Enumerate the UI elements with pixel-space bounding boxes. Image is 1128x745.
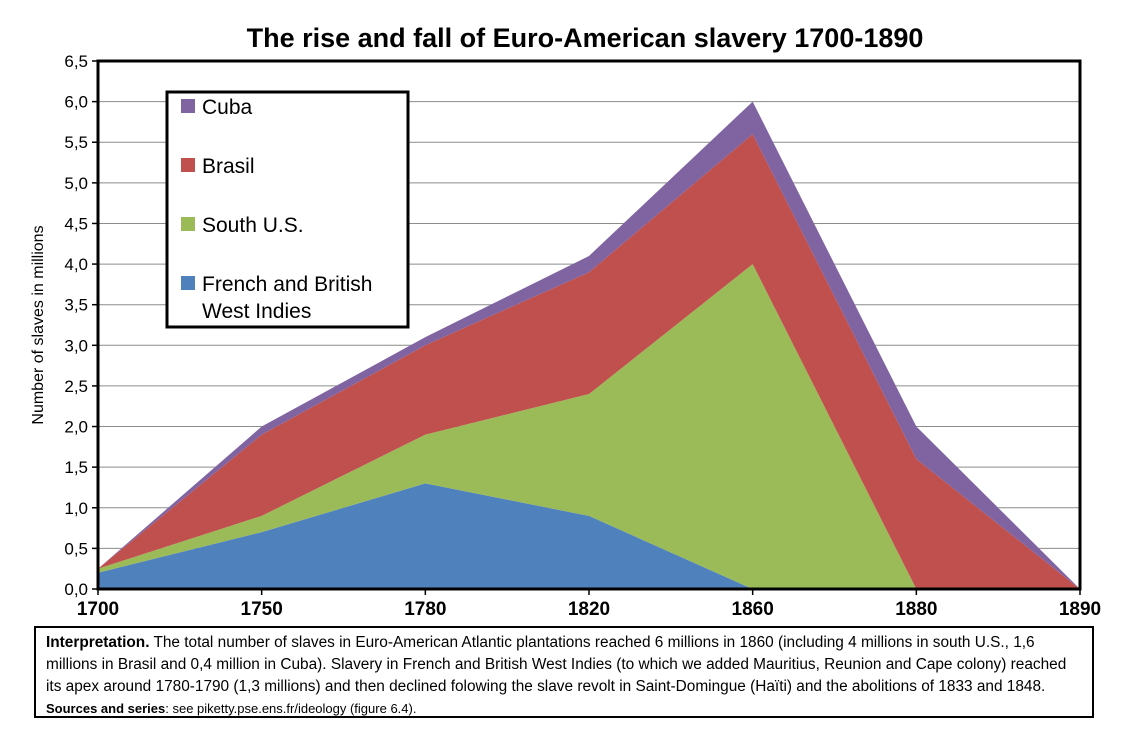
y-tick-label: 5,5 — [64, 133, 88, 152]
x-axis-ticks: 1700 1750 1780 1820 1860 1880 1890 — [77, 589, 1101, 620]
y-tick-label: 6,0 — [64, 93, 88, 112]
legend-swatch-south-u-s — [181, 217, 195, 231]
y-axis-ticks: 0,0 0,5 1,0 1,5 2,0 2,5 3,0 3,5 4,0 4,5 5,0 5,5 6,0 6… — [64, 52, 98, 599]
chart: The rise and fall of Euro-American slave… — [30, 23, 1101, 620]
y-tick-label: 4,5 — [64, 214, 88, 233]
x-tick-label: 1780 — [404, 599, 446, 620]
x-tick-label: 1820 — [568, 599, 610, 620]
area-french-and-british-west-indies — [98, 483, 1080, 589]
y-tick-label: 5,0 — [64, 174, 88, 193]
y-tick-label: 1,5 — [64, 458, 88, 477]
y-tick-label: 2,5 — [64, 377, 88, 396]
y-tick-label: 3,0 — [64, 336, 88, 355]
y-tick-label: 2,0 — [64, 418, 88, 437]
x-tick-label: 1700 — [77, 599, 119, 620]
x-tick-label: 1890 — [1059, 599, 1101, 620]
area-series — [98, 101, 1080, 589]
y-tick-label: 1,0 — [64, 499, 88, 518]
note-label: Interpretation. — [46, 634, 150, 651]
source-text: : see piketty.pse.ens.fr/ideology (figur… — [165, 701, 417, 716]
legend-swatch-french-and-british-west-indies — [181, 276, 195, 290]
legend-swatch-brasil — [181, 158, 195, 172]
legend-label-brasil: Brasil — [202, 155, 255, 178]
area-brasil — [98, 134, 1080, 589]
x-tick-label: 1860 — [732, 599, 774, 620]
y-tick-label: 6,5 — [64, 52, 88, 71]
legend-label-south-u-s: South U.S. — [202, 214, 304, 237]
y-tick-label: 3,5 — [64, 296, 88, 315]
legend-label-cuba: Cuba — [202, 96, 253, 119]
area-south-u-s — [98, 264, 1080, 589]
chart-title: The rise and fall of Euro-American slave… — [247, 23, 924, 53]
legend-box — [165, 90, 410, 329]
y-axis-label: Number of slaves in millions — [30, 225, 47, 424]
y-tick-label: 0,0 — [64, 580, 88, 599]
note-text: The total number of slaves in Euro-Ameri… — [46, 634, 1067, 695]
x-tick-label: 1750 — [241, 599, 283, 620]
source-label: Sources and series — [46, 701, 166, 716]
legend: Cuba Brasil South U.S. French and British We… — [165, 90, 410, 329]
y-tick-label: 0,5 — [64, 539, 88, 558]
plot-frame — [96, 59, 1082, 591]
x-tick-label: 1880 — [895, 599, 937, 620]
y-tick-label: 4,0 — [64, 255, 88, 274]
legend-swatch-cuba — [181, 99, 195, 113]
legend-label-french-and-british-west-indies: French and British West Indies — [202, 273, 372, 323]
interpretation-note: Interpretation. The total number of slav… — [34, 626, 1094, 718]
